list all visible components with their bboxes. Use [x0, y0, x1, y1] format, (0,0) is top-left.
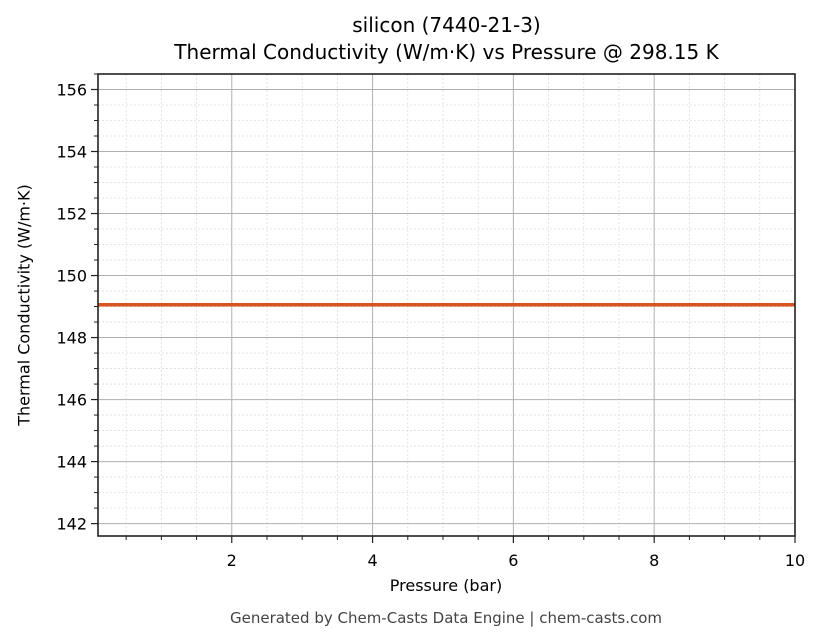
major-grid [98, 74, 796, 536]
x-tick-label: 8 [649, 551, 659, 570]
x-tick-label: 2 [227, 551, 237, 570]
y-tick-label: 142 [56, 515, 87, 534]
y-tick-label: 144 [56, 453, 87, 472]
axis-ticks: 2 4 6 8 10 142 144 146 148 150 152 154 156 [56, 73, 805, 570]
y-tick-label: 154 [56, 143, 87, 162]
x-tick-label: 10 [785, 551, 805, 570]
y-axis-label: Thermal Conductivity (W/m·K) [14, 184, 34, 426]
x-tick-label: 6 [508, 551, 518, 570]
x-axis-label: Pressure (bar) [389, 576, 503, 595]
footer-credit: Generated by Chem-Casts Data Engine | ch… [229, 609, 663, 627]
y-tick-label: 156 [56, 81, 87, 100]
x-tick-label: 4 [367, 551, 377, 570]
y-tick-label: 146 [56, 391, 87, 410]
y-tick-label: 150 [56, 267, 87, 286]
chart-subtitle: Thermal Conductivity (W/m·K) vs Pressure… [174, 40, 719, 64]
y-tick-label: 152 [56, 205, 87, 224]
axes-frame [97, 73, 796, 537]
chart-title: silicon (7440-21-3) [352, 13, 541, 37]
y-tick-label: 148 [56, 329, 87, 348]
